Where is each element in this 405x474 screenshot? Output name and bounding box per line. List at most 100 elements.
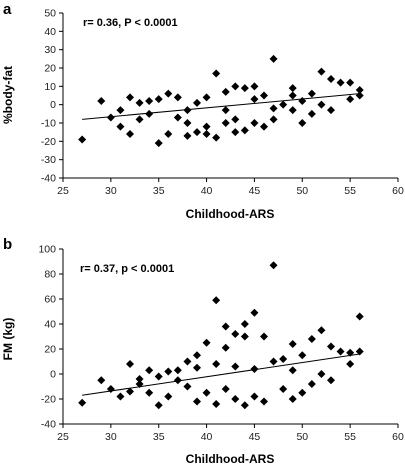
panel-b-data-point [202, 388, 211, 397]
panel-b-data-point [307, 380, 316, 388]
panel-b-y-tick-label: 100 [38, 244, 56, 256]
panel-b-y-tick-label: 20 [44, 344, 56, 356]
panel-b-x-tick-label: 45 [249, 431, 261, 443]
panel-a-data-point [355, 86, 364, 94]
panel-a-x-tick-label: 45 [249, 185, 261, 197]
panel-a-annotation: r= 0.36, P < 0.0001 [83, 17, 178, 29]
panel-a-data-point [183, 119, 192, 127]
panel-b-x-tick-label: 35 [153, 431, 165, 443]
panel-b-x-tick-label: 55 [344, 431, 356, 443]
panel-b-data-point [221, 343, 230, 352]
panel-a-data-point [154, 95, 163, 104]
panel-b-data-point [221, 322, 230, 331]
panel-a-y-tick-label: 50 [44, 8, 56, 20]
panel-a-y-tick-label: -40 [41, 173, 56, 185]
panel-a-data-point [279, 100, 288, 109]
panel-a-data-point [126, 93, 134, 102]
panel-a-data-point [240, 126, 249, 135]
panel-a-data-point [346, 95, 355, 104]
panel-b-x-tick-label: 60 [392, 431, 404, 443]
panel-a-data-point [250, 82, 259, 91]
panel-a-data-point [135, 98, 144, 107]
panel-b-y-tick-label: 0 [50, 369, 56, 381]
panel-b-y-tick-label: 40 [44, 319, 56, 331]
panel-b: b FM (kg) r= 0.37, p < 0.0001 Childhood-… [1, 236, 274, 466]
panel-a-data-point [212, 69, 221, 78]
panel-a-x-tick-label: 25 [57, 185, 69, 197]
panel-a-data-point [78, 135, 87, 144]
panel-a-data-point [202, 93, 211, 102]
panel-a-data-point [307, 109, 316, 118]
panel-b-data-point [202, 338, 211, 347]
panel-a-x-tick-label: 40 [201, 185, 213, 197]
panel-a-data-point [154, 139, 163, 148]
panel-a-data-point [193, 98, 201, 107]
panel-a-data-point [221, 119, 230, 127]
panel-a-data-point [288, 84, 297, 93]
panel-a-y-tick-label: 20 [44, 63, 56, 75]
panel-b-data-point [97, 376, 106, 385]
panel-b-trend-line [82, 353, 360, 396]
panel-a-letter: a [3, 1, 12, 18]
panel-a-x-tick-label: 50 [296, 185, 308, 197]
panel-a-x-tick-label: 55 [344, 185, 356, 197]
panel-b-data-point [231, 330, 240, 338]
panel-a-data-point [183, 106, 192, 115]
panel-b-data-point [183, 357, 192, 366]
panel-b-data-point [154, 401, 163, 410]
panel-a-data-point [240, 84, 249, 93]
panel-b-data-point [317, 370, 326, 378]
panel-b-data-point [279, 355, 288, 363]
panel-b-data-point [288, 340, 297, 348]
panel-b-data-point [336, 347, 345, 356]
panel-a-y-tick-label: -30 [41, 154, 56, 166]
panel-b-data-point [212, 296, 221, 305]
panel-a-x-axis-title: Childhood-ARS [186, 207, 275, 221]
panel-b-data-point [355, 347, 364, 356]
panel-b-data-point [240, 401, 249, 410]
panel-a-data-point [250, 119, 259, 127]
panel-a-data-point [231, 128, 240, 137]
panel-a-data-point [231, 82, 240, 91]
panel-b-data-point [164, 392, 173, 401]
panel-b-y-axis-title: FM (kg) [1, 318, 15, 361]
panel-a-data-point [269, 54, 278, 63]
panel-a-data-point [307, 89, 316, 98]
panel-b-plot: -40 -20 0 20 40 60 80 100 25 30 35 40 45 50 55 60 [38, 244, 404, 444]
panel-b-data-point [288, 366, 297, 375]
panel-a-data-point [135, 115, 144, 124]
panel-b-data-point [298, 388, 307, 397]
panel-b-letter: b [3, 236, 12, 253]
panel-a-y-tick-label: -10 [41, 118, 56, 130]
panel-b-data-point [231, 395, 240, 403]
panel-b-data-point [78, 398, 87, 407]
panel-b-x-tick-label: 30 [105, 431, 117, 443]
panel-b-data-point [164, 367, 173, 376]
panel-b-x-tick-label: 40 [201, 431, 213, 443]
panel-a-data-point [269, 115, 278, 124]
panel-a-y-tick-label: 30 [44, 44, 56, 56]
panel-a-y-tick-label: 10 [44, 81, 56, 93]
panel-a: a %body-fat r= 0.36, P < 0.0001 Childhoo… [1, 1, 274, 221]
panel-a-data-point [298, 119, 307, 127]
panel-a-plot: -40 -30 -20 -10 0 10 20 30 40 50 25 30 35 40 45 50 55 60 [41, 8, 404, 198]
panel-a-data-point [183, 131, 192, 140]
panel-a-data-point [116, 106, 125, 115]
panel-b-y-tick-label: 60 [44, 294, 56, 306]
panel-b-data-point [212, 360, 221, 368]
panel-b-data-point [145, 388, 154, 397]
panel-b-data-point [154, 372, 163, 381]
panel-a-data-point [269, 104, 278, 113]
panel-b-data-point [327, 376, 335, 385]
panel-a-data-point [202, 122, 211, 131]
panel-b-y-tick-label: 80 [44, 269, 56, 281]
panel-b-data-point [260, 332, 268, 341]
panel-b-data-point [221, 385, 230, 393]
panel-a-data-point [145, 109, 154, 118]
panel-b-data-point [298, 351, 307, 360]
panel-b-data-point [250, 365, 259, 373]
panel-a-data-point [317, 67, 326, 76]
panel-a-data-point [164, 89, 173, 98]
